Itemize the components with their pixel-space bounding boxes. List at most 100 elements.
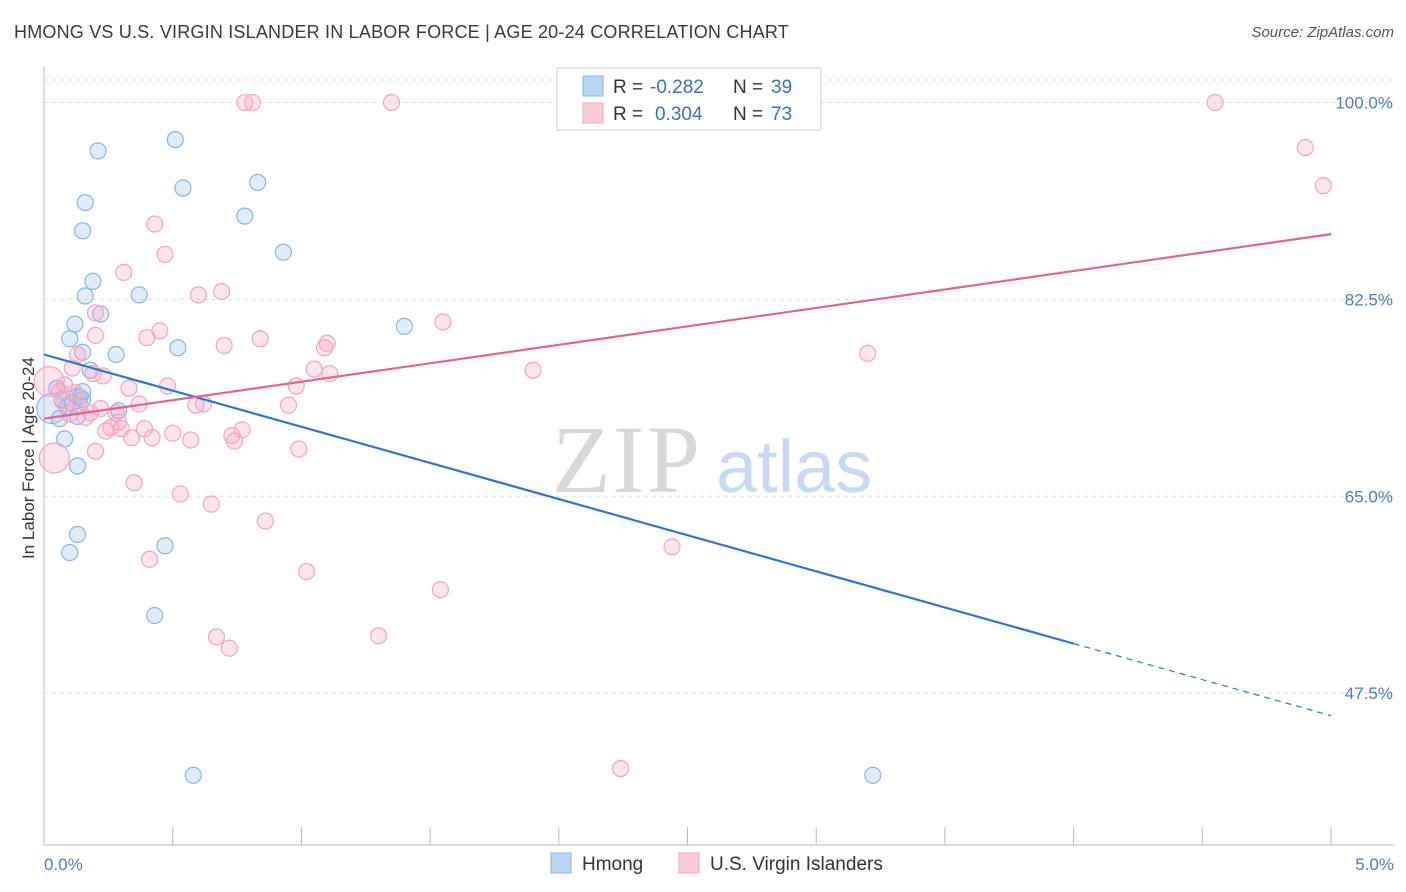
x-ticks <box>43 827 1332 845</box>
hmong-point-29 <box>156 537 174 555</box>
virgin-islanders-point-48 <box>233 421 251 439</box>
virgin-islanders-point-41 <box>202 495 220 513</box>
virgin-islanders-point-29 <box>140 550 159 568</box>
axes <box>43 66 1394 846</box>
y-axis-label: In Labor Force | Age 20-24 <box>19 357 38 559</box>
y-tick-label-0: 47.5% <box>1345 684 1393 703</box>
legend-r-label-virgin-islanders: R = <box>613 104 643 125</box>
virgin-islanders-point-23 <box>120 379 138 397</box>
hmong-point-30 <box>166 131 184 149</box>
virgin-islanders-point-54 <box>287 377 305 395</box>
hmong-trend-line <box>43 353 1074 645</box>
virgin-islanders-point-31 <box>146 215 164 233</box>
legend-n-value-hmong: 39 <box>771 77 792 98</box>
virgin-islanders-trend-line <box>43 233 1332 420</box>
virgin-islanders-point-14 <box>86 304 105 322</box>
virgin-islanders-point-37 <box>182 431 200 449</box>
grid-lines <box>44 79 1394 694</box>
hmong-trend-line-extension <box>1073 643 1332 717</box>
virgin-islanders-point-59 <box>318 334 336 352</box>
hmong-point-37 <box>395 317 413 335</box>
y-tick-labels: 47.5% 65.0% 82.5% 100.0% <box>1335 94 1393 704</box>
virgin-islanders-point-51 <box>251 330 269 348</box>
bottom-legend: Hmong U.S. Virgin Islanders <box>550 852 883 875</box>
virgin-islanders-point-30 <box>143 429 161 447</box>
hmong-point-23 <box>89 142 107 160</box>
hmong-point-36 <box>274 243 292 261</box>
hmong-point-14 <box>68 525 87 544</box>
hmong-point-25 <box>107 345 125 364</box>
legend-n-label-hmong: N = <box>733 77 763 98</box>
bottom-legend-label-virgin-islanders: U.S. Virgin Islanders <box>710 854 883 875</box>
legend: R = -0.282 N = 39 R = 0.304 N = 73 <box>556 67 822 131</box>
virgin-islanders-point-70 <box>1296 138 1314 157</box>
hmong-point-20 <box>76 194 94 212</box>
virgin-islanders-point-33 <box>156 245 174 263</box>
hmong-point-35 <box>249 173 267 191</box>
hmong-point-28 <box>146 606 164 625</box>
hmong-point-32 <box>174 179 192 197</box>
bottom-legend-swatch-hmong <box>550 852 572 874</box>
virgin-islanders-point-45 <box>220 639 238 657</box>
virgin-islanders-point-64 <box>434 313 452 331</box>
virgin-islanders-point-50 <box>243 93 262 112</box>
watermark-atlas: atlas <box>716 425 872 508</box>
virgin-islanders-point-43 <box>213 282 231 301</box>
bottom-legend-label-hmong: Hmong <box>582 854 643 875</box>
y-tick-label-1: 65.0% <box>1345 487 1393 506</box>
y-tick-label-2: 82.5% <box>1345 290 1393 309</box>
virgin-islanders-point-36 <box>171 485 190 503</box>
trend-lines <box>43 233 1332 717</box>
virgin-islanders-point-8 <box>68 345 87 364</box>
virgin-islanders-point-32 <box>151 322 169 340</box>
legend-r-value-virgin-islanders: 0.304 <box>655 104 703 125</box>
legend-r-label-hmong: R = <box>613 77 643 98</box>
x-tick-label-min: 0.0% <box>44 855 83 874</box>
hmong-point-22 <box>84 272 102 290</box>
series-virgin-islanders-points <box>33 93 1332 778</box>
hmong-point-38 <box>864 766 882 784</box>
virgin-islanders-point-35 <box>164 424 182 442</box>
legend-r-value-hmong: -0.282 <box>650 77 704 98</box>
y-tick-label-3: 100.0% <box>1335 94 1393 113</box>
virgin-islanders-point-53 <box>279 396 298 414</box>
hmong-point-31 <box>169 339 187 357</box>
virgin-islanders-point-22 <box>115 263 133 281</box>
virgin-islanders-point-68 <box>859 344 877 362</box>
hmong-point-34 <box>236 207 254 225</box>
chart-source: Source: ZipAtlas.com <box>1251 24 1394 41</box>
bottom-legend-swatch-virgin-islanders <box>678 852 700 874</box>
legend-swatch-hmong <box>582 75 604 97</box>
virgin-islanders-point-1 <box>38 442 70 474</box>
virgin-islanders-point-52 <box>256 512 274 530</box>
virgin-islanders-point-57 <box>305 360 323 378</box>
virgin-islanders-point-67 <box>611 759 630 778</box>
hmong-point-9 <box>66 315 84 333</box>
virgin-islanders-point-63 <box>431 581 449 599</box>
virgin-islanders-point-71 <box>1314 177 1332 195</box>
virgin-islanders-point-0 <box>33 365 65 398</box>
hmong-point-6 <box>61 330 79 348</box>
hmong-point-27 <box>130 286 148 304</box>
virgin-islanders-point-44 <box>215 336 233 355</box>
hmong-point-12 <box>74 222 92 240</box>
legend-swatch-virgin-islanders <box>582 102 604 124</box>
virgin-islanders-point-58 <box>315 339 334 357</box>
watermark: ZIP atlas <box>552 406 872 513</box>
virgin-islanders-point-72 <box>86 442 105 460</box>
virgin-islanders-point-56 <box>297 563 316 581</box>
virgin-islanders-point-69 <box>1206 93 1224 112</box>
virgin-islanders-point-66 <box>663 538 681 556</box>
virgin-islanders-point-39 <box>189 286 208 304</box>
virgin-islanders-point-25 <box>125 474 143 492</box>
hmong-point-19 <box>76 287 94 305</box>
hmong-point-7 <box>61 543 79 562</box>
virgin-islanders-point-65 <box>524 361 542 379</box>
legend-n-value-virgin-islanders: 73 <box>771 104 792 125</box>
virgin-islanders-point-42 <box>207 628 226 646</box>
virgin-islanders-point-20 <box>110 413 128 431</box>
virgin-islanders-point-15 <box>92 399 110 418</box>
virgin-islanders-point-24 <box>122 429 141 447</box>
watermark-zip: ZIP <box>552 406 702 513</box>
